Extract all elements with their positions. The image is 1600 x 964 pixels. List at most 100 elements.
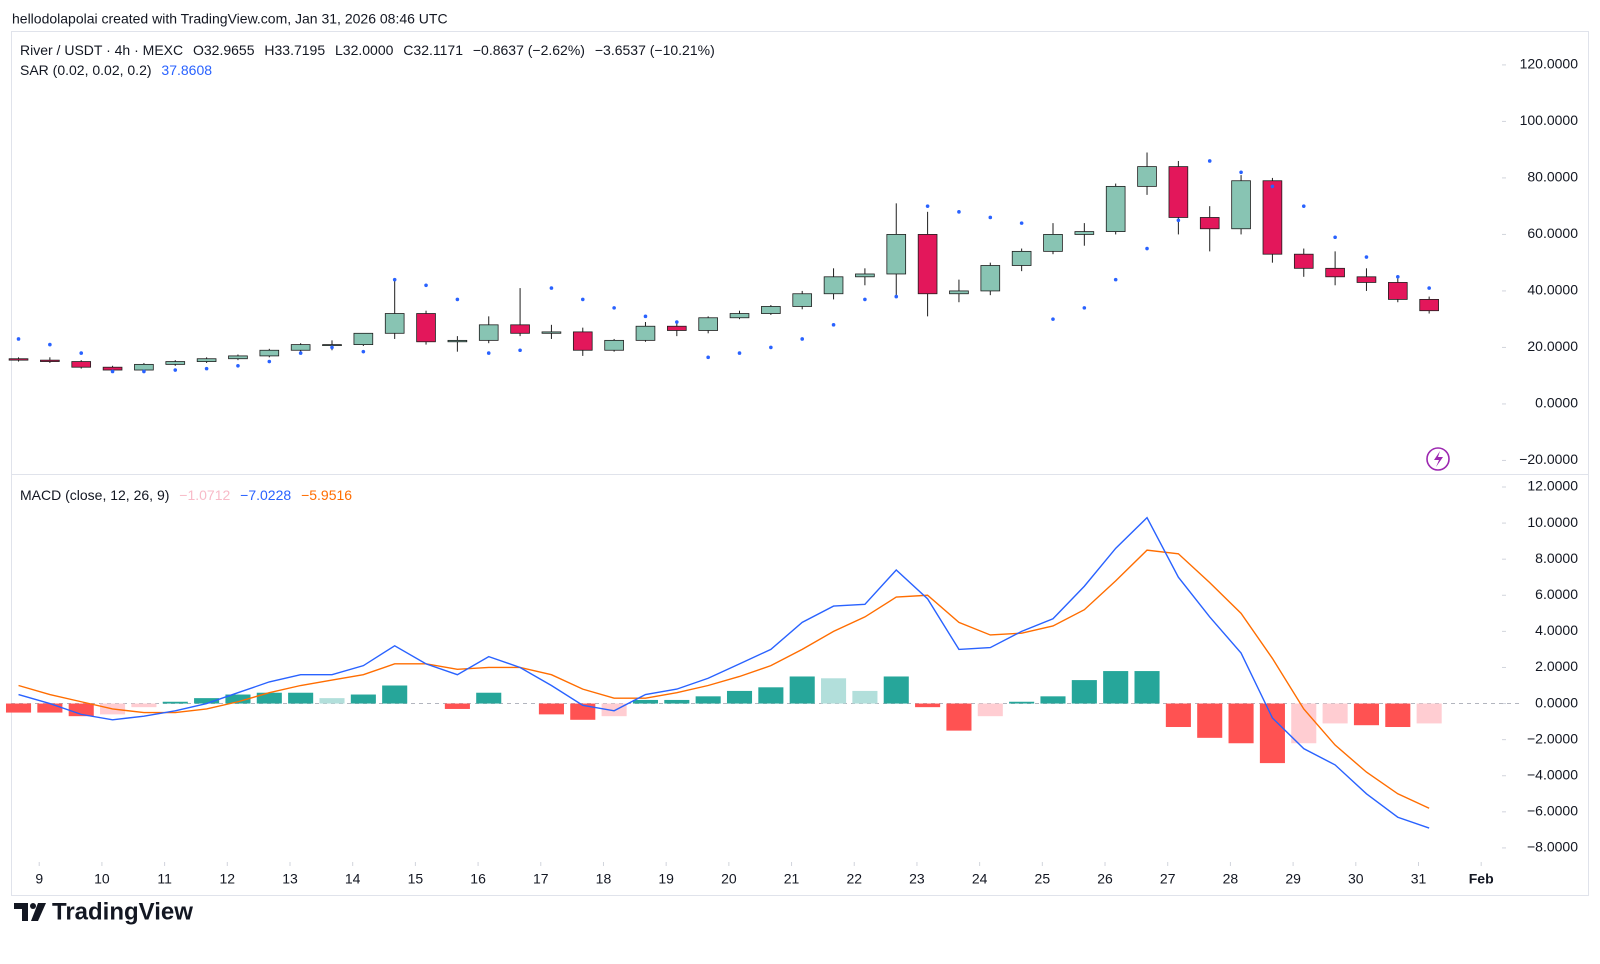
candle-body [1293,253,1314,269]
x-tick-label: 23 [909,871,925,887]
sar-dot [1019,221,1024,225]
sar-dot [1082,306,1087,310]
histogram-bar [915,703,941,708]
sar-dot [675,320,679,324]
candle-body [823,276,844,295]
sar-dot [925,204,930,208]
y-tick-label: −4.0000 [1527,766,1578,782]
sar-dot [1051,317,1055,321]
y-tick-label: 80.0000 [1527,169,1578,185]
x-tick-label: 12 [220,871,236,887]
sar-dot [142,369,146,374]
histogram-bar [632,699,659,704]
histogram-bar [821,678,847,704]
histogram-bar [1322,703,1348,724]
sar-dot [580,297,585,302]
histogram-bar [1134,671,1160,704]
change-long-value: −3.6537 (−10.21%) [595,42,715,58]
candle-body [604,339,624,351]
x-tick-label: 29 [1285,871,1301,887]
x-tick-label: 26 [1097,871,1113,887]
y-tick-label: 0.0000 [1535,395,1578,411]
sar-dot [236,363,240,368]
candle-body [1419,298,1439,312]
sar-dot [110,369,115,374]
x-tick-label: 11 [157,871,172,887]
candle-body [1011,250,1032,266]
sar-dot [1176,218,1181,223]
histogram-bar [883,676,909,704]
candle-body [259,349,280,357]
sar-dot [612,306,616,310]
candle-body [290,344,311,351]
sar-dot [204,366,209,371]
candle-body [1043,234,1063,252]
candle-body [980,265,1001,292]
histogram-bar [1071,680,1097,704]
candle-body [447,339,468,343]
candle-body [1356,276,1377,283]
high-value: H33.7195 [264,42,325,58]
candle-body [102,366,123,371]
sar-dot [1113,277,1118,282]
sar-dot [392,277,397,282]
candle-body [8,358,29,361]
candle-body [761,306,781,314]
y-tick-label: 100.0000 [1520,112,1579,128]
candle-body [1388,282,1408,300]
candle-body [949,290,969,295]
sar-dot [1333,235,1337,240]
candle-body [667,325,687,331]
sar-dot [1427,286,1431,290]
sar-dot [16,337,21,341]
y-tick-label: 0.0000 [1535,694,1578,710]
candle-body [917,234,938,295]
y-tick-label: −8.0000 [1527,839,1578,855]
x-tick-label: 16 [470,871,486,887]
sar-dot [1301,204,1306,208]
histogram-bar [1009,701,1035,704]
change-value: −0.8637 (−2.62%) [473,42,585,58]
x-tick-label: 20 [721,871,737,887]
y-tick-label: 2.0000 [1535,658,1578,674]
x-tick-label: 19 [658,871,674,887]
sar-dot [957,210,961,214]
histogram-bar [288,692,314,704]
histogram-bar [1416,703,1442,724]
histogram-bar [1228,703,1254,744]
candle-body [1325,267,1345,278]
candle-body [1074,231,1095,235]
candle-body [541,331,562,334]
macd-line [18,516,1430,829]
candle-body [165,361,186,365]
brand-name: TradingView [52,898,193,925]
sar-dot [988,215,993,220]
y-tick-label: 6.0000 [1535,586,1578,602]
y-tick-label: −20.0000 [1519,451,1578,467]
x-tick-label: Feb [1469,871,1494,887]
chart-frame [11,31,1589,896]
y-tick-label: −6.0000 [1527,803,1578,819]
brand-logo [14,903,46,921]
candle-body [353,332,374,346]
macd-value: −7.0228 [240,487,291,503]
histogram-bar [225,694,251,704]
sar-dot [424,283,428,288]
sar-dot [361,349,366,354]
macd-legend: MACD (close, 12, 26, 9) −1.0712 −7.0228 … [20,487,352,503]
candle-body [886,234,907,275]
histogram-bar [131,703,157,708]
candle-body [228,355,248,360]
legend: River / USDT · 4h · MEXC O32.9655 H33.71… [20,42,715,58]
sar-dot [79,351,84,355]
sar-label: SAR (0.02, 0.02, 0.2) [20,62,152,78]
sar-dot [1270,184,1275,189]
histogram-bar [726,690,753,704]
y-tick-label: 10.0000 [1527,514,1578,530]
histogram-bar [789,676,815,704]
open-value: O32.9655 [193,42,255,58]
y-tick-label: −2.0000 [1527,730,1578,746]
x-tick-label: 24 [972,871,988,887]
candle-body [729,313,750,319]
alert-icon[interactable] [1426,447,1450,471]
